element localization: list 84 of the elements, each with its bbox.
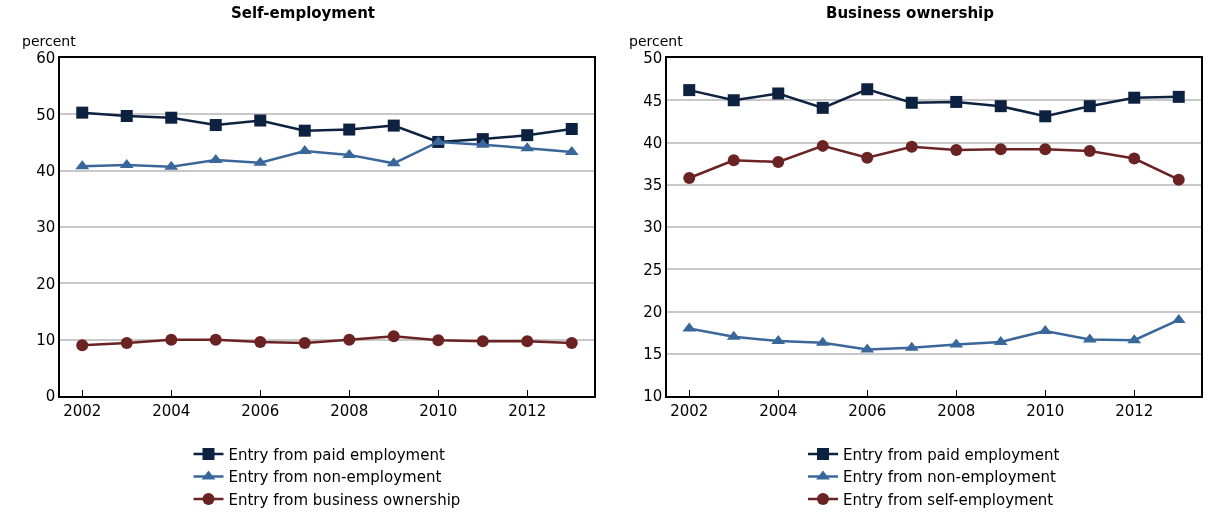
x-tick-label: 2002 (63, 401, 102, 420)
point (387, 119, 400, 132)
y-axis-title: percent (22, 33, 77, 49)
point (816, 101, 829, 114)
x-tick-label: 2010 (1026, 401, 1065, 420)
point (683, 171, 696, 184)
point (343, 333, 356, 346)
point (1039, 143, 1052, 156)
legend-label: Entry from paid employment (843, 445, 1060, 464)
point (905, 96, 918, 109)
point (165, 111, 178, 124)
point (950, 144, 963, 157)
point (1083, 100, 1096, 113)
point (905, 140, 918, 153)
point (476, 335, 489, 348)
point (120, 110, 133, 123)
chart-title: Business ownership (825, 4, 995, 23)
point (994, 100, 1007, 113)
y-tick-label: 40 (643, 133, 663, 152)
point (861, 151, 874, 164)
point (1128, 91, 1141, 104)
point (165, 333, 178, 346)
x-tick-label: 2002 (670, 401, 709, 420)
point (343, 123, 356, 136)
y-tick-label: 50 (36, 105, 56, 124)
y-tick-label: 30 (36, 218, 56, 237)
y-tick-label: 20 (643, 302, 663, 321)
point (565, 337, 578, 350)
y-tick-label: 30 (643, 218, 663, 237)
point (1039, 110, 1052, 123)
x-tick-label: 2012 (508, 401, 547, 420)
point (298, 124, 311, 137)
point (861, 83, 874, 96)
y-tick-label: 35 (643, 176, 663, 194)
point (387, 330, 400, 343)
y-tick-label: 10 (36, 330, 56, 349)
y-tick-label: 0 (45, 387, 56, 406)
x-tick-label: 2004 (152, 401, 191, 420)
legend-label: Entry from non-employment (843, 468, 1056, 487)
y-tick-label: 45 (643, 91, 663, 110)
y-tick-label: 20 (36, 274, 56, 293)
legend-label: Entry from non-employment (228, 468, 442, 487)
y-tick-label: 25 (643, 260, 663, 279)
point (1172, 90, 1185, 103)
point (1172, 173, 1185, 186)
x-tick-label: 2006 (241, 401, 280, 420)
point (772, 155, 785, 168)
point (521, 335, 534, 348)
point (772, 87, 785, 100)
y-tick-label: 50 (643, 49, 663, 68)
point (298, 337, 311, 350)
y-axis-title: percent (629, 33, 684, 49)
point (254, 114, 267, 127)
legend-label: Entry from business ownership (228, 490, 461, 509)
point (683, 84, 696, 97)
x-tick-label: 2010 (419, 401, 458, 420)
y-tick-label: 10 (643, 387, 663, 406)
point (521, 129, 534, 142)
x-tick-label: 2012 (1115, 401, 1154, 420)
legend-label: Entry from self-employment (843, 490, 1054, 509)
point (209, 333, 222, 346)
x-tick-label: 2004 (759, 401, 798, 420)
point (816, 139, 829, 152)
point (209, 119, 222, 132)
point (950, 95, 963, 108)
y-tick-label: 15 (643, 345, 663, 363)
chart-title: Self-employment (230, 4, 376, 23)
point (994, 143, 1007, 156)
legend-label: Entry from paid employment (228, 445, 445, 464)
point (727, 94, 740, 107)
point (565, 122, 578, 135)
y-tick-label: 40 (36, 161, 56, 180)
point (76, 106, 89, 119)
point (727, 154, 740, 167)
x-tick-label: 2008 (330, 401, 369, 420)
point (1128, 152, 1141, 165)
point (254, 335, 267, 348)
point (1083, 144, 1096, 157)
point (432, 334, 445, 347)
y-tick-label: 60 (36, 49, 56, 68)
point (76, 339, 89, 352)
point (120, 337, 133, 350)
x-tick-label: 2008 (937, 401, 976, 420)
x-tick-label: 2006 (848, 401, 887, 420)
